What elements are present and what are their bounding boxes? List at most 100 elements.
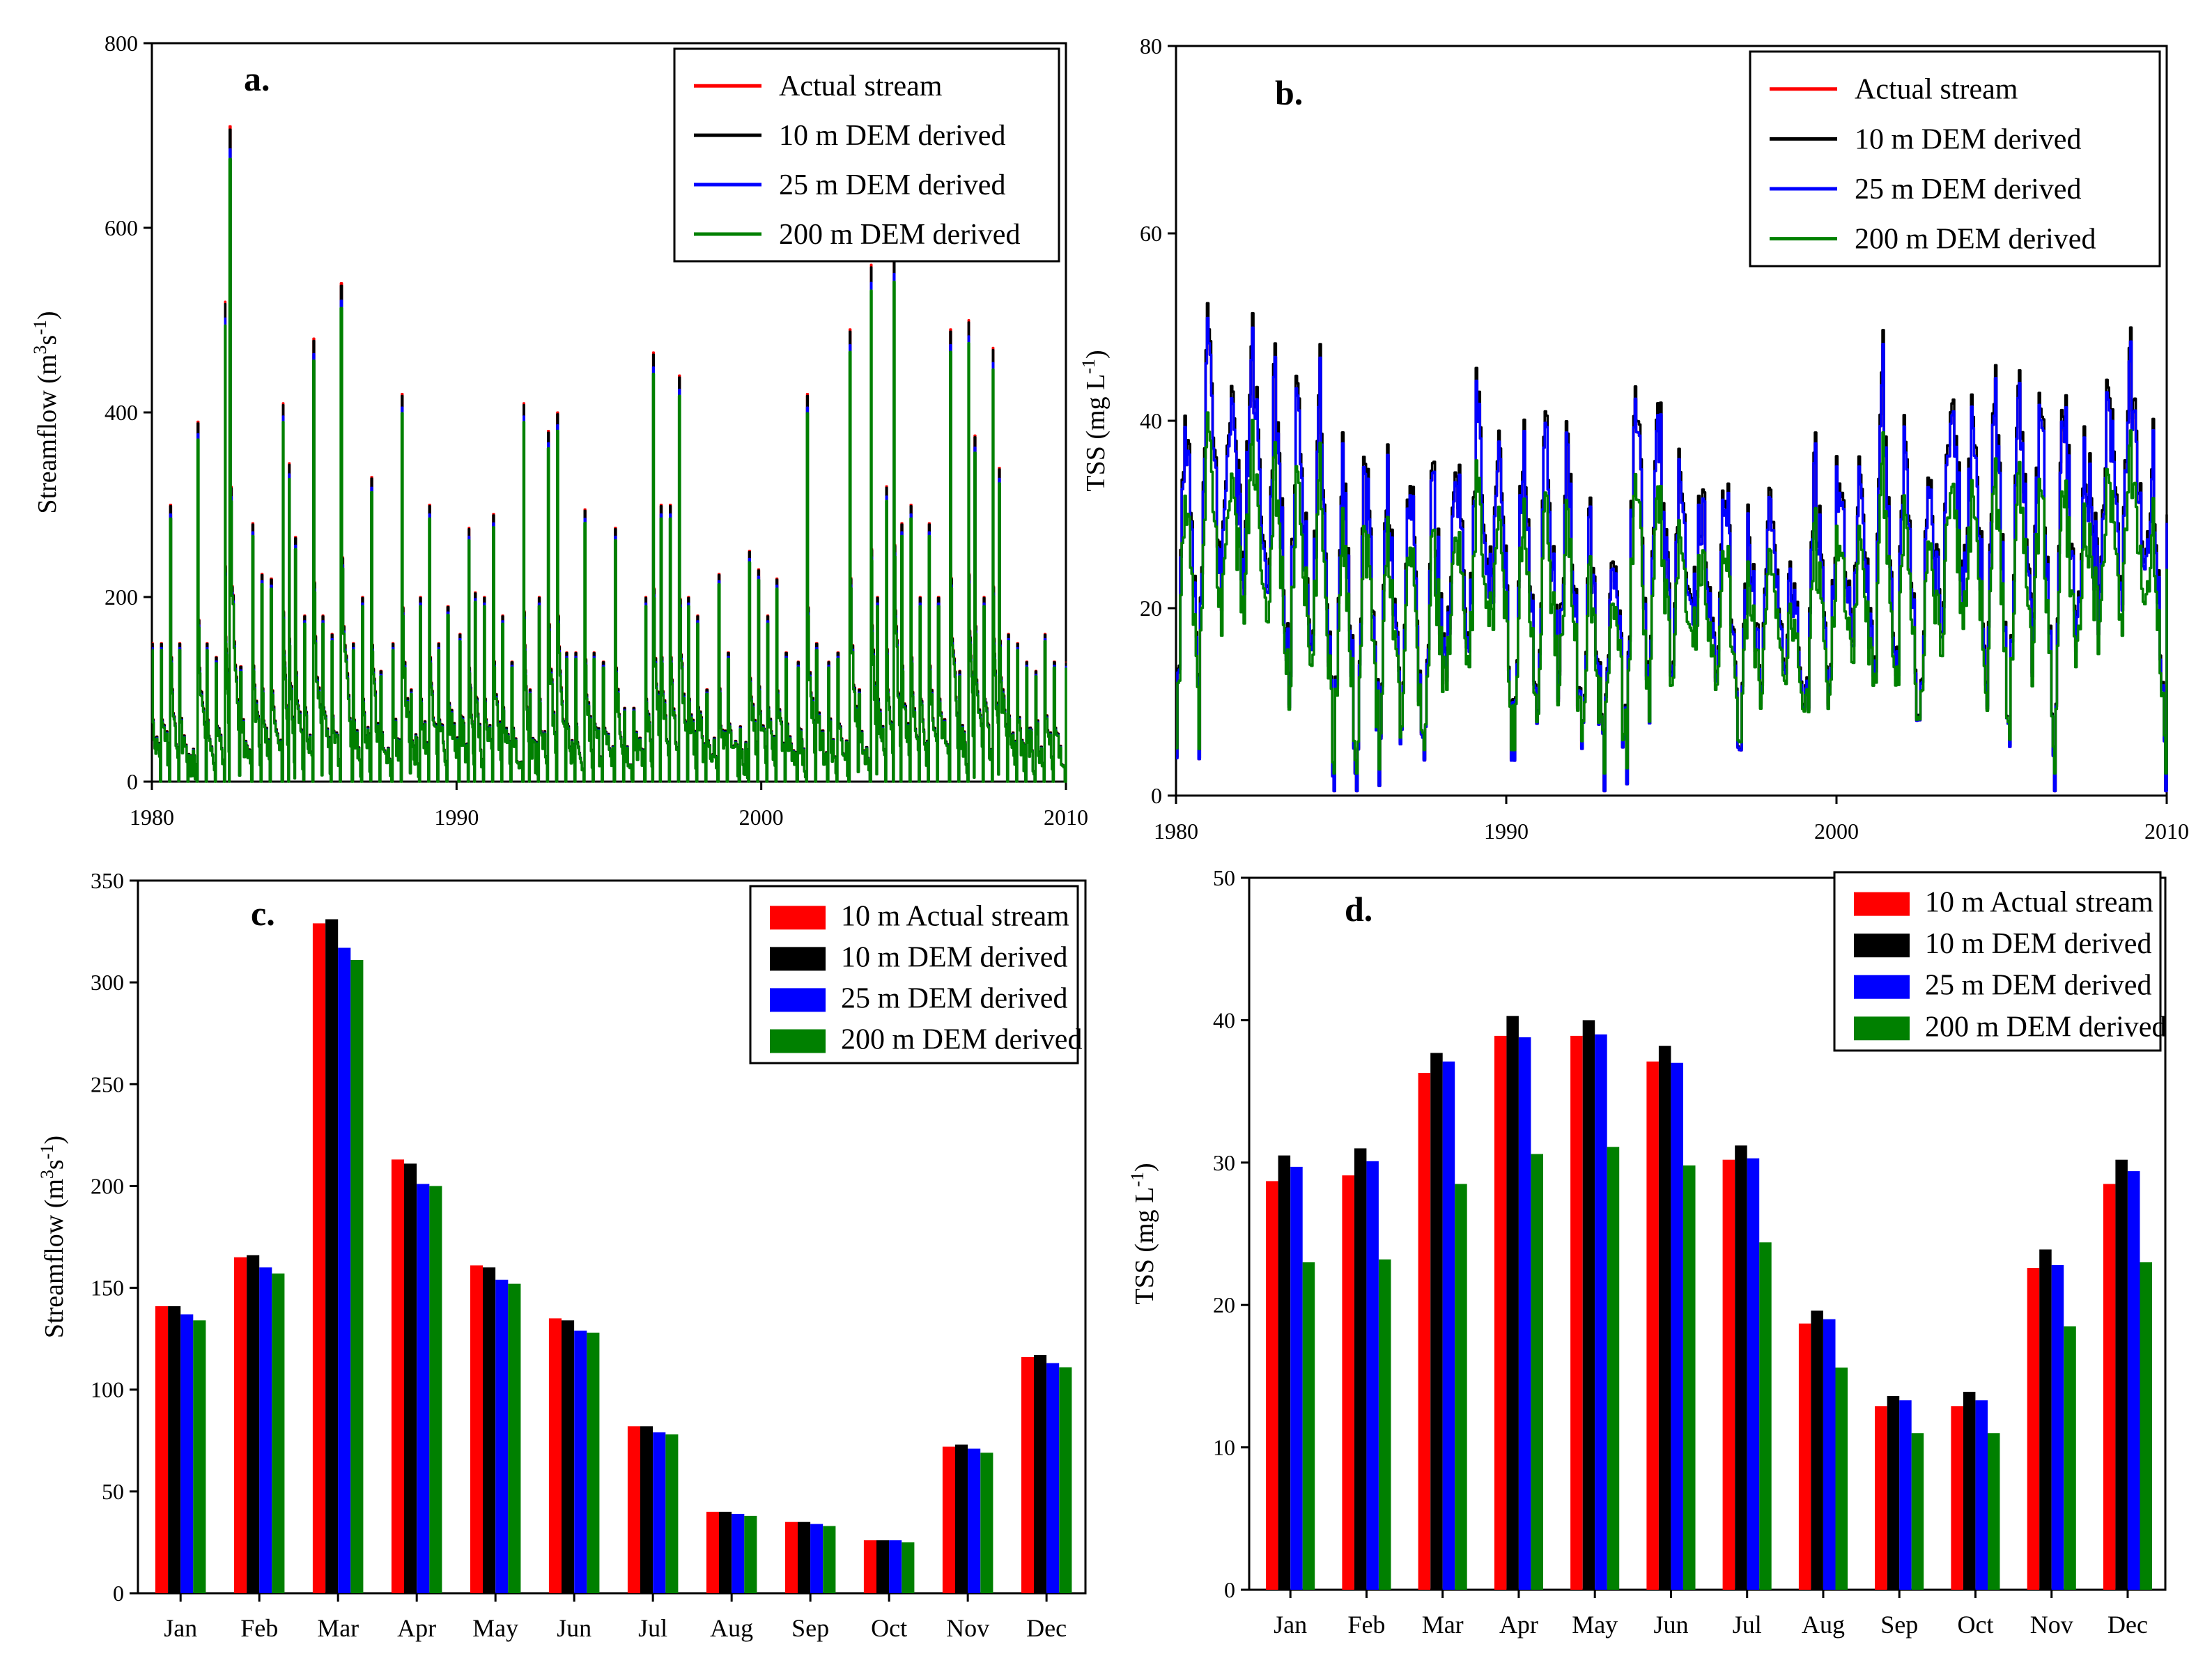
y-tick-label: 600 (105, 215, 138, 240)
legend: 10 m Actual stream 10 m DEM derived 25 m D… (749, 885, 1082, 1064)
bar-200m-dem (1683, 1165, 1696, 1590)
bar-200m-dem (193, 1320, 206, 1593)
plot-frame (137, 879, 1087, 1595)
bar-200m-dem (1455, 1184, 1467, 1590)
x-category-label: Feb (240, 1614, 278, 1642)
bar-25m-dem (417, 1184, 430, 1593)
legend-label: 10 m DEM derived (1925, 928, 2151, 960)
bar-25m-dem (653, 1432, 666, 1593)
bar-10m-dem (1354, 1148, 1367, 1590)
bar-10m-dem (876, 1540, 890, 1593)
bar-200m-dem (980, 1453, 993, 1593)
x-category-label: Nov (2030, 1611, 2073, 1639)
bar-25m-dem (1823, 1319, 1836, 1590)
bar-10m-dem (247, 1255, 260, 1593)
bar-actual-stream (2103, 1184, 2116, 1590)
legend-swatch-bar (770, 906, 826, 930)
x-category-label: May (472, 1614, 518, 1642)
x-tick-label: 1980 (1154, 819, 1198, 844)
x-category-label: May (1572, 1611, 1618, 1639)
bar-25m-dem (810, 1524, 823, 1593)
bar-200m-dem (823, 1526, 836, 1593)
bar-10m-dem (1658, 1046, 1671, 1590)
x-category-label: Dec (1026, 1614, 1067, 1642)
x-category-label: Apr (397, 1614, 436, 1642)
bar-200m-dem (1379, 1259, 1391, 1590)
legend-swatch-bar (1854, 892, 1910, 916)
legend-label: 10 m Actual stream (1925, 887, 2153, 919)
x-category-label: Jul (1733, 1611, 1762, 1639)
bar-actual-stream (1266, 1181, 1278, 1590)
bar-actual-stream (784, 1521, 798, 1593)
y-tick-label: 10 (1213, 1435, 1235, 1460)
bar-actual-stream (233, 1257, 247, 1593)
legend-swatch-bar (770, 947, 826, 971)
panel-a-streamflow-timeseries: 0 200 400 600 800 Streamflow (m3s-1) a. 1980 199… (30, 31, 1088, 830)
bar-actual-stream (627, 1426, 640, 1593)
bar-25m-dem (1518, 1037, 1531, 1590)
bar-200m-dem (902, 1542, 915, 1593)
x-tick-label: 1990 (434, 805, 479, 830)
legend-label: 25 m DEM derived (779, 169, 1005, 201)
bar-actual-stream (391, 1159, 404, 1593)
legend-label: 25 m DEM derived (1855, 173, 2081, 206)
bar-25m-dem (2128, 1171, 2140, 1590)
bar-25m-dem (1366, 1161, 1379, 1590)
bar-10m-dem (955, 1444, 968, 1593)
bar-25m-dem (180, 1314, 194, 1593)
series-line-25m-dem (1176, 316, 2168, 793)
legend-swatch-bar (1854, 975, 1910, 999)
legend-label: 200 m DEM derived (841, 1024, 1082, 1056)
x-tick-label: 2000 (739, 805, 784, 830)
y-tick-label: 50 (102, 1479, 124, 1504)
panel-b-tss-timeseries: 0 20 40 60 80 TSS (mg L-1) b. 1980 1990 2000 2010 A… (1078, 33, 2189, 844)
bar-25m-dem (1290, 1166, 1303, 1590)
y-tick-label: 350 (91, 868, 124, 893)
bar-200m-dem (1988, 1433, 2000, 1590)
legend-label: Actual stream (1855, 74, 2018, 106)
x-category-label: Dec (2107, 1611, 2148, 1639)
legend-label: 200 m DEM derived (1925, 1011, 2166, 1043)
bar-actual-stream (1021, 1356, 1034, 1593)
series-line-200m-dem (151, 157, 1067, 783)
legend-label: 10 m Actual stream (841, 900, 1069, 932)
bar-10m-dem (1034, 1355, 1047, 1593)
bar-10m-dem (1278, 1155, 1291, 1590)
bar-200m-dem (1759, 1242, 1772, 1590)
bar-actual-stream (1494, 1035, 1507, 1590)
bar-200m-dem (587, 1332, 600, 1593)
bar-actual-stream (1875, 1406, 1887, 1590)
bar-10m-dem (483, 1267, 496, 1593)
y-tick-label: 100 (91, 1377, 124, 1402)
bar-10m-dem (404, 1163, 417, 1593)
bar-25m-dem (732, 1514, 745, 1593)
bar-10m-dem (1887, 1396, 1900, 1590)
bar-200m-dem (2064, 1326, 2076, 1590)
series-line-200m-dem (1176, 411, 2168, 775)
bar-10m-dem (719, 1512, 732, 1593)
x-tick-label: 2010 (2144, 819, 2189, 844)
panel-d-monthly-tss: 0 10 20 30 40 50 TSS (mg L-1) d. Jan Feb Mar Apr May… (1127, 865, 2167, 1639)
x-category-label: Mar (1422, 1611, 1464, 1639)
x-category-label: Jun (1653, 1611, 1688, 1639)
y-tick-label: 80 (1140, 33, 1162, 59)
y-tick-label: 300 (91, 970, 124, 995)
bar-200m-dem (350, 960, 364, 1593)
bar-25m-dem (889, 1540, 902, 1593)
legend: Actual stream 10 m DEM derived 25 m DEM de… (1749, 50, 2161, 268)
y-tick-label: 400 (105, 400, 138, 425)
bar-actual-stream (1646, 1061, 1659, 1590)
bar-25m-dem (1671, 1062, 1683, 1590)
bar-200m-dem (272, 1273, 285, 1593)
x-tick-label: 1990 (1484, 819, 1529, 844)
bar-actual-stream (1951, 1406, 1963, 1590)
x-category-label: Feb (1347, 1611, 1385, 1639)
bar-200m-dem (1835, 1368, 1848, 1590)
legend: 10 m Actual stream 10 m DEM derived 25 m D… (1833, 871, 2166, 1052)
x-category-label: Nov (946, 1614, 989, 1642)
x-category-label: Sep (791, 1614, 829, 1642)
bar-200m-dem (508, 1283, 521, 1593)
bar-200m-dem (744, 1515, 757, 1593)
bar-25m-dem (1975, 1400, 1988, 1590)
